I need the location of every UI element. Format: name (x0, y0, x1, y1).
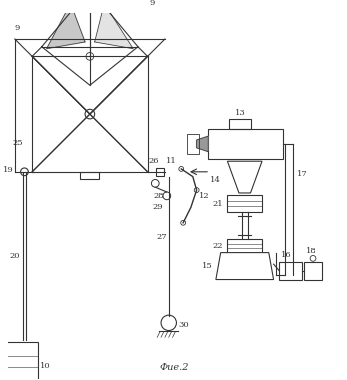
Text: 28: 28 (153, 192, 164, 200)
Circle shape (310, 255, 316, 261)
Text: 22: 22 (212, 242, 222, 250)
Text: 15: 15 (202, 262, 213, 270)
Text: 21: 21 (212, 200, 223, 207)
Text: 16: 16 (281, 250, 292, 258)
Polygon shape (227, 161, 262, 193)
Text: 14: 14 (210, 176, 221, 184)
Circle shape (151, 179, 159, 187)
Text: 19: 19 (3, 166, 14, 174)
Text: 26: 26 (149, 157, 159, 165)
Bar (208, 128, 283, 159)
Circle shape (85, 109, 95, 119)
Polygon shape (46, 3, 85, 49)
Text: 18: 18 (306, 247, 317, 255)
Polygon shape (216, 253, 273, 280)
Bar (227, 195, 262, 212)
Text: 30: 30 (178, 321, 189, 329)
Circle shape (20, 168, 28, 176)
Circle shape (161, 315, 176, 331)
Bar (156, 168, 164, 176)
Circle shape (86, 52, 94, 60)
Bar (187, 134, 198, 154)
Text: 17: 17 (297, 170, 307, 178)
Bar (227, 239, 262, 253)
Bar (80, 172, 100, 179)
Circle shape (163, 192, 171, 200)
Text: 9: 9 (15, 24, 20, 32)
Bar (229, 119, 251, 128)
Text: Фие.2: Фие.2 (160, 363, 189, 372)
Bar (5, 342, 38, 380)
Text: 20: 20 (9, 252, 19, 260)
Text: 29: 29 (152, 203, 163, 211)
Text: 27: 27 (156, 233, 167, 241)
Circle shape (179, 166, 184, 171)
Text: 12: 12 (198, 192, 209, 200)
Polygon shape (95, 3, 133, 49)
Polygon shape (197, 136, 208, 152)
Text: 25: 25 (13, 139, 24, 147)
Text: 9: 9 (150, 0, 155, 8)
Bar (279, 262, 303, 280)
Text: 11: 11 (166, 157, 177, 165)
Bar (304, 262, 322, 280)
Circle shape (181, 220, 186, 225)
Circle shape (194, 188, 199, 193)
Text: 13: 13 (235, 109, 246, 117)
Text: 10: 10 (40, 362, 50, 370)
